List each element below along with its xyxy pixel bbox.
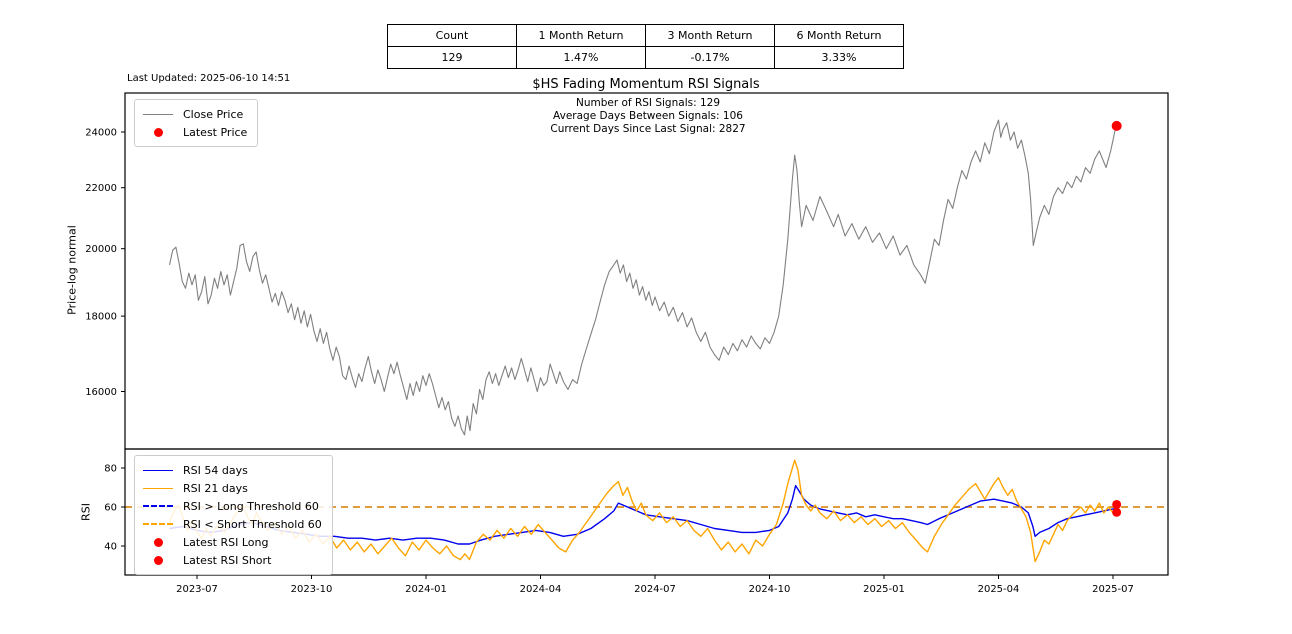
returns-table: Count 1 Month Return 3 Month Return 6 Mo… (387, 24, 904, 69)
rsi-legend: RSI 54 days RSI 21 days RSI > Long Thres… (134, 455, 333, 575)
latest-price-dot-icon (143, 127, 173, 137)
long-threshold-dash-icon (143, 505, 173, 507)
table-value-1m: 1.47% (516, 46, 646, 69)
price-y-tick-label: 20000 (85, 244, 117, 255)
x-tick-label: 2025-01 (863, 584, 905, 595)
table-value-count: 129 (387, 46, 517, 69)
legend-item-rsi-fast: RSI 21 days (143, 479, 322, 497)
legend-label: RSI > Long Threshold 60 (183, 499, 319, 513)
latest-rsi-long-dot-icon (143, 537, 173, 547)
signal-stats-annotation: Number of RSI Signals: 129 Average Days … (550, 97, 745, 136)
rsi-y-tick-label: 40 (104, 542, 117, 553)
table-value-6m: 3.33% (774, 46, 904, 69)
legend-item-rsi-slow: RSI 54 days (143, 461, 322, 479)
rsi-panel-border (124, 448, 1169, 576)
price-y-tick-label: 18000 (85, 312, 117, 323)
legend-item-latest-price: Latest Price (143, 123, 247, 141)
price-axis-label: Price-log normal (65, 225, 79, 315)
rsi-axis-label: RSI (79, 503, 93, 521)
price-legend: Close Price Latest Price (134, 99, 259, 147)
annotation-line-count: Number of RSI Signals: 129 (575, 97, 720, 109)
x-tick-label: 2023-07 (176, 584, 218, 595)
legend-label: Close Price (183, 107, 244, 121)
latest-rsi-short-dot-icon (143, 555, 173, 565)
x-tick-label: 2024-07 (634, 584, 676, 595)
latest-price-marker (1111, 120, 1122, 131)
price-y-tick-label: 22000 (85, 183, 117, 194)
rsi-slow-line (169, 484, 1117, 545)
legend-item-long-threshold: RSI > Long Threshold 60 (143, 497, 322, 515)
legend-item-close-price: Close Price (143, 105, 247, 123)
legend-label: Latest RSI Short (183, 553, 272, 567)
close-price-line-icon (143, 113, 173, 115)
legend-label: Latest RSI Long (183, 535, 269, 549)
legend-label: Latest Price (183, 125, 248, 139)
rsi-y-tick-label: 60 (104, 503, 117, 514)
table-value-3m: -0.17% (645, 46, 775, 69)
latest-rsi-short-marker (1112, 507, 1122, 517)
price-y-tick-label: 24000 (85, 128, 117, 139)
close-price-line (168, 119, 1118, 436)
annotation-line-avg-days: Average Days Between Signals: 106 (553, 110, 743, 122)
rsi-slow-line-icon (143, 469, 173, 471)
short-threshold-dash-icon (143, 523, 173, 525)
rsi-y-tick-label: 80 (104, 464, 117, 475)
legend-label: RSI 21 days (183, 481, 248, 495)
price-y-tick-label: 16000 (85, 387, 117, 398)
x-tick-label: 2024-01 (405, 584, 447, 595)
latest-rsi-long-marker (1112, 499, 1122, 509)
legend-label: RSI < Short Threshold 60 (183, 517, 322, 531)
x-tick-label: 2025-04 (978, 584, 1020, 595)
price-panel-border (124, 92, 1169, 450)
x-tick-label: 2025-07 (1092, 584, 1134, 595)
chart-title: $HS Fading Momentum RSI Signals (532, 77, 760, 92)
table-value-row: 129 1.47% -0.17% 3.33% (387, 46, 904, 69)
last-updated-text: Last Updated: 2025-06-10 14:51 (127, 73, 291, 84)
x-tick-label: 2024-10 (749, 584, 791, 595)
legend-item-latest-rsi-long: Latest RSI Long (143, 533, 322, 551)
legend-item-short-threshold: RSI < Short Threshold 60 (143, 515, 322, 533)
annotation-line-days-since: Current Days Since Last Signal: 2827 (550, 123, 746, 135)
x-tick-label: 2024-04 (520, 584, 562, 595)
legend-item-latest-rsi-short: Latest RSI Short (143, 551, 322, 569)
rsi-fast-line-icon (143, 487, 173, 489)
x-tick-label: 2023-10 (291, 584, 333, 595)
legend-label: RSI 54 days (183, 463, 248, 477)
